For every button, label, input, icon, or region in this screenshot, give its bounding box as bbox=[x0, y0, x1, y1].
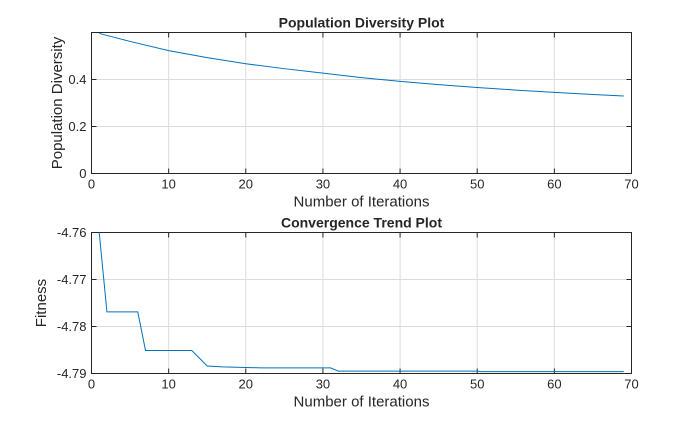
x-tick-label: 70 bbox=[624, 377, 638, 392]
y-tick-label: -4.78 bbox=[57, 319, 87, 334]
axes-2: 0 10 20 30 40 50 60 70 -4.79 -4.78 -4.77 -4.76 Conve… bbox=[33, 215, 639, 411]
chart-title: Population Diversity Plot bbox=[279, 15, 445, 31]
y-tick-label: -4.76 bbox=[57, 225, 87, 240]
x-tick-label: 50 bbox=[470, 377, 484, 392]
x-tick-label: 30 bbox=[316, 377, 330, 392]
series-line bbox=[98, 232, 624, 373]
chart-title: Convergence Trend Plot bbox=[281, 215, 442, 231]
axes-box bbox=[91, 232, 632, 374]
x-tick-label: 50 bbox=[470, 177, 484, 192]
x-axis-label: Number of Iterations bbox=[294, 194, 430, 211]
x-tick-label: 60 bbox=[547, 377, 561, 392]
x-tick-label: 0 bbox=[88, 377, 95, 392]
axes-box bbox=[91, 32, 632, 174]
y-axis-label: Fitness bbox=[33, 279, 50, 327]
x-tick-label: 60 bbox=[547, 177, 561, 192]
x-tick-label: 40 bbox=[393, 377, 407, 392]
x-tick-label: 0 bbox=[88, 177, 95, 192]
x-tick-label: 20 bbox=[239, 377, 253, 392]
x-tick-label: 10 bbox=[161, 177, 175, 192]
y-axis-label: Population Diversity bbox=[49, 36, 66, 169]
x-tick-label: 20 bbox=[239, 177, 253, 192]
series-line bbox=[99, 32, 624, 97]
x-tick-label: 10 bbox=[161, 377, 175, 392]
y-tick-label: 0.2 bbox=[68, 119, 86, 134]
x-tick-label: 30 bbox=[316, 177, 330, 192]
x-tick-label: 70 bbox=[624, 177, 638, 192]
y-tick-label: 0 bbox=[79, 166, 86, 181]
y-tick-label: -4.79 bbox=[57, 366, 87, 381]
y-tick-label: 0.4 bbox=[68, 72, 86, 87]
x-axis-label: Number of Iterations bbox=[294, 394, 430, 411]
y-tick-label: -4.77 bbox=[57, 272, 87, 287]
x-tick-label: 40 bbox=[393, 177, 407, 192]
